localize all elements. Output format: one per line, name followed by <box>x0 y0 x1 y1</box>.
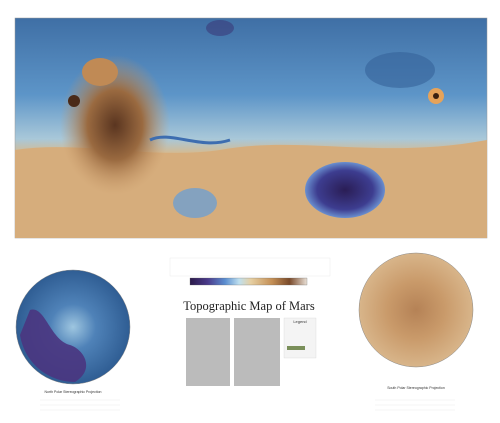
title: Topographic Map of Mars <box>183 299 315 313</box>
south-polar-map: South Polar Stereographic Projection <box>358 252 474 390</box>
text-columns <box>186 318 280 386</box>
legend: Legend <box>283 317 317 359</box>
footer-tables <box>40 399 455 411</box>
north-caption: North Polar Stereographic Projection <box>44 390 101 394</box>
legend-title: Legend <box>293 319 306 324</box>
elevation-scale <box>169 257 331 286</box>
south-caption: South Polar Stereographic Projection <box>387 386 445 390</box>
north-polar-map: North Polar Stereographic Projection <box>15 269 131 394</box>
main-map <box>14 17 488 239</box>
